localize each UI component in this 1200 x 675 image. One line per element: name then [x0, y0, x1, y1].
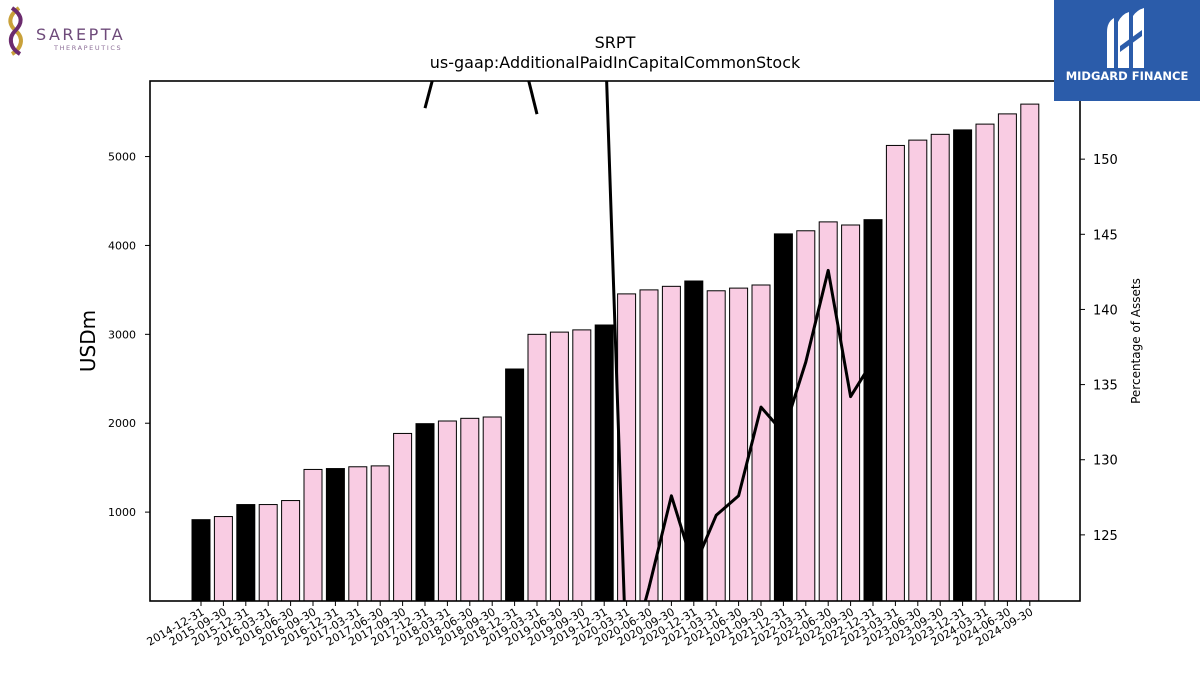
- bar: [594, 324, 614, 602]
- bar: [325, 468, 345, 602]
- y-tick-label: 3000: [108, 328, 136, 341]
- bar: [437, 420, 457, 602]
- bar: [370, 465, 390, 602]
- bar: [975, 123, 995, 602]
- bar: [997, 113, 1017, 602]
- bar: [706, 290, 726, 602]
- bar: [348, 466, 368, 602]
- line-segment: [605, 81, 875, 601]
- y2-tick-label: 140: [1093, 303, 1118, 318]
- bar: [572, 329, 592, 602]
- bar: [393, 432, 413, 602]
- sarepta-logo-name: SAREPTA: [36, 25, 126, 44]
- bar: [841, 224, 861, 602]
- bar: [505, 368, 525, 602]
- bar: [953, 129, 973, 602]
- line-segment: [527, 81, 539, 115]
- y2-tick-label: 150: [1093, 153, 1118, 168]
- plot-frame: [149, 80, 1081, 602]
- bar: [549, 331, 569, 602]
- y-axis: 1000 2000 3000 4000 5000: [108, 151, 150, 519]
- bar: [796, 230, 816, 602]
- midgard-logo-name: MIDGARD FINANCE: [1065, 69, 1189, 83]
- bar: [729, 287, 749, 602]
- bar: [863, 219, 883, 602]
- sarepta-logo-sub: THERAPEUTICS: [54, 44, 123, 52]
- bar: [751, 284, 771, 602]
- y-axis-label: USDm: [76, 310, 100, 372]
- bar: [639, 289, 659, 602]
- y2-tick-label: 135: [1093, 379, 1118, 394]
- bar: [885, 144, 905, 602]
- y2-tick-label: 145: [1093, 228, 1118, 243]
- bar: [191, 519, 211, 602]
- y2-axis-label: Percentage of Assets: [1129, 278, 1143, 404]
- bar: [303, 468, 323, 602]
- sarepta-logo: SAREPTA THERAPEUTICS: [4, 6, 144, 56]
- y2-axis: 125 130 135 140 145 150: [1080, 153, 1118, 544]
- bar: [908, 139, 928, 602]
- bar: [482, 416, 502, 602]
- bar: [527, 333, 547, 602]
- sarepta-helix-icon: [8, 6, 23, 56]
- x-axis: 2014-12-312015-09-302015-12-312016-03-31…: [145, 601, 1035, 649]
- midgard-finance-logo: MIDGARD FINANCE: [1054, 0, 1200, 101]
- y-tick-label: 2000: [108, 417, 136, 430]
- bar: [930, 133, 950, 602]
- y2-tick-label: 125: [1093, 529, 1118, 544]
- bar: [661, 285, 681, 602]
- bar: [281, 500, 301, 602]
- bar: [258, 504, 278, 602]
- y2-tick-label: 130: [1093, 454, 1118, 469]
- line-series: [423, 81, 875, 601]
- y-tick-label: 4000: [108, 239, 136, 252]
- midgard-emblem-icon: [1107, 8, 1144, 68]
- line-segment: [423, 81, 434, 109]
- bar: [1020, 103, 1040, 602]
- bar: [213, 516, 233, 602]
- y-tick-label: 5000: [108, 151, 136, 164]
- chart-subtitle: us-gaap:AdditionalPaidInCapitalCommonSto…: [430, 53, 801, 72]
- bar: [236, 504, 256, 602]
- bar: [415, 423, 435, 602]
- bar: [460, 417, 480, 602]
- y-tick-label: 1000: [108, 506, 136, 519]
- chart-title: SRPT: [595, 33, 636, 52]
